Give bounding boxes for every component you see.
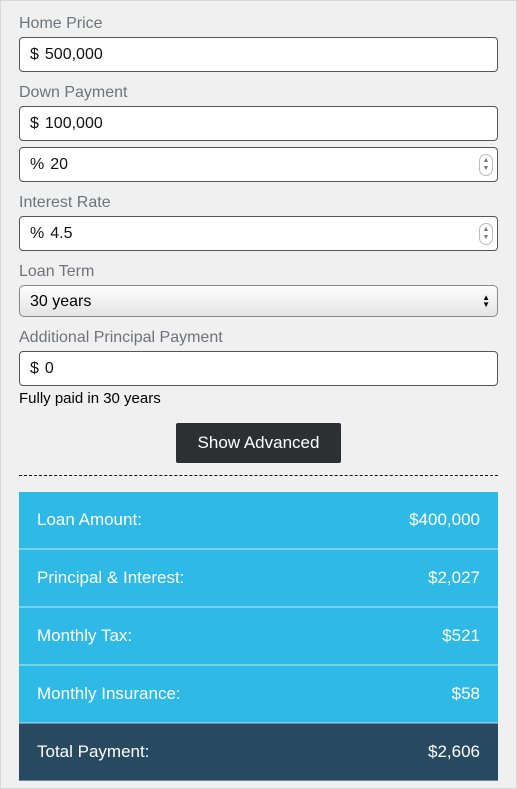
mortgage-calc-panel: Home Price $ Down Payment $ % ▲▼ Interes… <box>0 0 517 789</box>
home-price-input[interactable] <box>45 38 487 71</box>
loan-term-select-wrap[interactable]: 30 years ▲▼ <box>19 285 498 317</box>
result-value: $400,000 <box>322 492 498 549</box>
result-total-value: $2,606 <box>322 723 498 781</box>
result-label: Monthly Tax: <box>19 607 322 665</box>
result-label: Principal & Interest: <box>19 549 322 607</box>
percent-icon: % <box>30 225 44 243</box>
interest-rate-stepper[interactable]: ▲▼ <box>479 223 493 245</box>
result-total-label: Total Payment: <box>19 723 322 781</box>
down-payment-pct-wrap[interactable]: % ▲▼ <box>19 147 498 182</box>
result-label: Loan Amount: <box>19 492 322 549</box>
home-price-label: Home Price <box>19 15 498 33</box>
loan-term-select[interactable]: 30 years <box>19 285 498 317</box>
loan-term-label: Loan Term <box>19 263 498 281</box>
result-total-row: Total Payment: $2,606 <box>19 723 498 781</box>
result-row: Principal & Interest: $2,027 <box>19 549 498 607</box>
down-payment-label: Down Payment <box>19 84 498 102</box>
down-payment-pct-input[interactable] <box>50 148 479 181</box>
dollar-icon: $ <box>30 360 39 378</box>
result-row: Monthly Tax: $521 <box>19 607 498 665</box>
home-price-input-wrap[interactable]: $ <box>19 37 498 72</box>
additional-principal-wrap[interactable]: $ <box>19 351 498 386</box>
down-payment-pct-stepper[interactable]: ▲▼ <box>479 154 493 176</box>
result-row: Loan Amount: $400,000 <box>19 492 498 549</box>
additional-principal-label: Additional Principal Payment <box>19 329 498 347</box>
percent-icon: % <box>30 156 44 174</box>
dollar-icon: $ <box>30 115 39 133</box>
result-value: $58 <box>322 665 498 723</box>
result-label: Monthly Insurance: <box>19 665 322 723</box>
section-divider <box>19 475 498 476</box>
result-row: Monthly Insurance: $58 <box>19 665 498 723</box>
additional-principal-input[interactable] <box>45 352 487 385</box>
show-advanced-button[interactable]: Show Advanced <box>176 423 342 463</box>
results-table: Loan Amount: $400,000 Principal & Intere… <box>19 492 498 781</box>
interest-rate-label: Interest Rate <box>19 194 498 212</box>
payoff-helper-text: Fully paid in 30 years <box>19 390 498 407</box>
down-payment-input-wrap[interactable]: $ <box>19 106 498 141</box>
interest-rate-wrap[interactable]: % ▲▼ <box>19 216 498 251</box>
down-payment-input[interactable] <box>45 107 487 140</box>
dollar-icon: $ <box>30 46 39 64</box>
result-value: $2,027 <box>322 549 498 607</box>
result-value: $521 <box>322 607 498 665</box>
interest-rate-input[interactable] <box>50 217 479 250</box>
